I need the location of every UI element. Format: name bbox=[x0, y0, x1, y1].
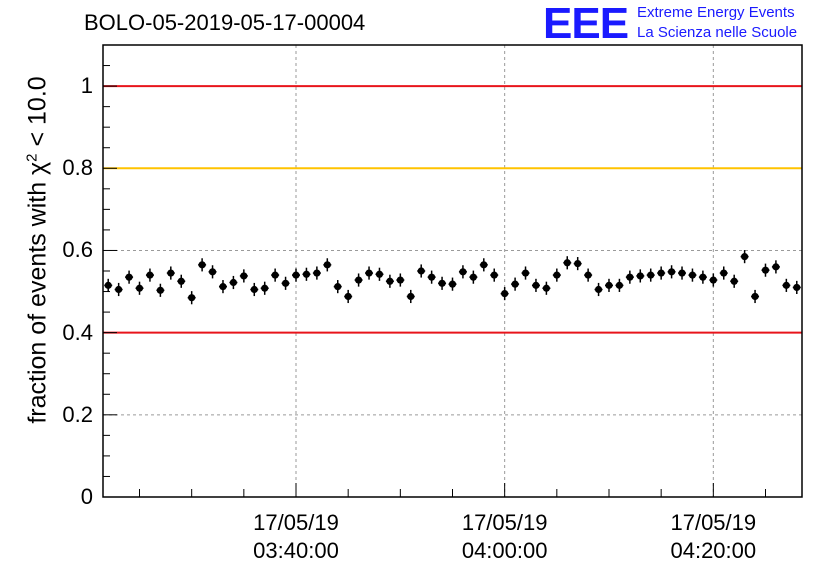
data-point bbox=[751, 292, 759, 301]
data-point bbox=[313, 269, 321, 277]
chart-title: BOLO-05-2019-05-17-00004 bbox=[84, 10, 366, 35]
data-point bbox=[793, 283, 801, 292]
data-point bbox=[678, 269, 686, 277]
y-tick-label: 0.6 bbox=[62, 237, 93, 263]
data-point bbox=[553, 271, 561, 279]
data-point bbox=[647, 271, 655, 279]
data-point bbox=[355, 276, 363, 284]
data-point bbox=[407, 292, 415, 301]
data-point bbox=[396, 276, 404, 284]
y-tick-label: 0.8 bbox=[62, 155, 93, 181]
data-point bbox=[490, 271, 498, 279]
data-point bbox=[261, 284, 269, 292]
data-point bbox=[532, 281, 540, 289]
data-point bbox=[292, 271, 300, 279]
data-point bbox=[135, 284, 144, 292]
data-point bbox=[761, 266, 770, 274]
data-point bbox=[782, 281, 790, 289]
data-point bbox=[104, 281, 112, 289]
x-tick-label: 17/05/19 04:00:00 bbox=[461, 510, 548, 563]
data-point bbox=[615, 281, 624, 289]
data-point bbox=[323, 261, 331, 269]
data-point bbox=[428, 273, 436, 281]
y-tick-label: 1 bbox=[80, 73, 93, 99]
data-point bbox=[115, 285, 123, 294]
x-tick-label: 17/05/19 04:20:00 bbox=[670, 510, 757, 563]
data-point bbox=[438, 279, 446, 287]
data-point bbox=[156, 286, 164, 294]
data-point bbox=[741, 253, 749, 261]
data-point bbox=[699, 273, 707, 281]
data-point bbox=[177, 277, 185, 285]
data-point bbox=[720, 269, 728, 277]
data-point bbox=[511, 280, 519, 288]
plot-area bbox=[103, 45, 802, 497]
data-point bbox=[240, 272, 248, 280]
logo-subtitle-1: Extreme Energy Events bbox=[637, 4, 795, 21]
plot-frame bbox=[102, 44, 803, 498]
data-point bbox=[688, 271, 697, 279]
data-point bbox=[574, 260, 582, 268]
data-point bbox=[334, 283, 342, 291]
data-point bbox=[521, 269, 530, 277]
data-point bbox=[386, 277, 394, 285]
data-point bbox=[584, 271, 592, 279]
data-point bbox=[459, 268, 467, 276]
data-point bbox=[448, 280, 457, 288]
data-point bbox=[626, 273, 634, 281]
y-tick-label: 0.2 bbox=[62, 401, 93, 427]
data-point bbox=[563, 259, 571, 267]
logo-subtitle-2: La Scienza nelle Scuole bbox=[637, 24, 798, 41]
data-point bbox=[469, 273, 477, 281]
y-tick-label: 0 bbox=[80, 484, 93, 509]
data-point bbox=[188, 294, 196, 302]
eee-logo: EEE bbox=[543, 0, 629, 48]
data-point bbox=[605, 281, 613, 289]
data-point bbox=[542, 284, 550, 292]
data-point bbox=[365, 269, 373, 277]
data-point bbox=[501, 290, 509, 298]
data-point bbox=[271, 271, 279, 279]
data-point bbox=[229, 278, 238, 287]
data-point bbox=[250, 285, 258, 294]
data-point bbox=[636, 272, 644, 280]
y-tick-label: 0.4 bbox=[62, 319, 93, 345]
data-point bbox=[281, 279, 290, 287]
data-point bbox=[219, 283, 227, 291]
data-point bbox=[667, 268, 676, 276]
data-point bbox=[198, 261, 206, 269]
data-point bbox=[302, 270, 311, 278]
data-point bbox=[344, 292, 352, 301]
data-point bbox=[709, 276, 717, 284]
data-point bbox=[594, 285, 603, 294]
data-point bbox=[657, 269, 665, 277]
data-point bbox=[417, 267, 425, 275]
data-point bbox=[730, 277, 738, 285]
data-point bbox=[375, 270, 384, 278]
data-point bbox=[167, 269, 175, 277]
x-tick-label: 17/05/19 03:40:00 bbox=[253, 510, 339, 563]
y-axis-label: fraction of events with χ2 < 10.0 bbox=[23, 76, 52, 424]
data-point bbox=[480, 261, 488, 269]
data-point bbox=[146, 271, 154, 279]
data-point bbox=[772, 263, 780, 271]
data-point bbox=[208, 268, 217, 276]
data-point bbox=[125, 273, 133, 281]
